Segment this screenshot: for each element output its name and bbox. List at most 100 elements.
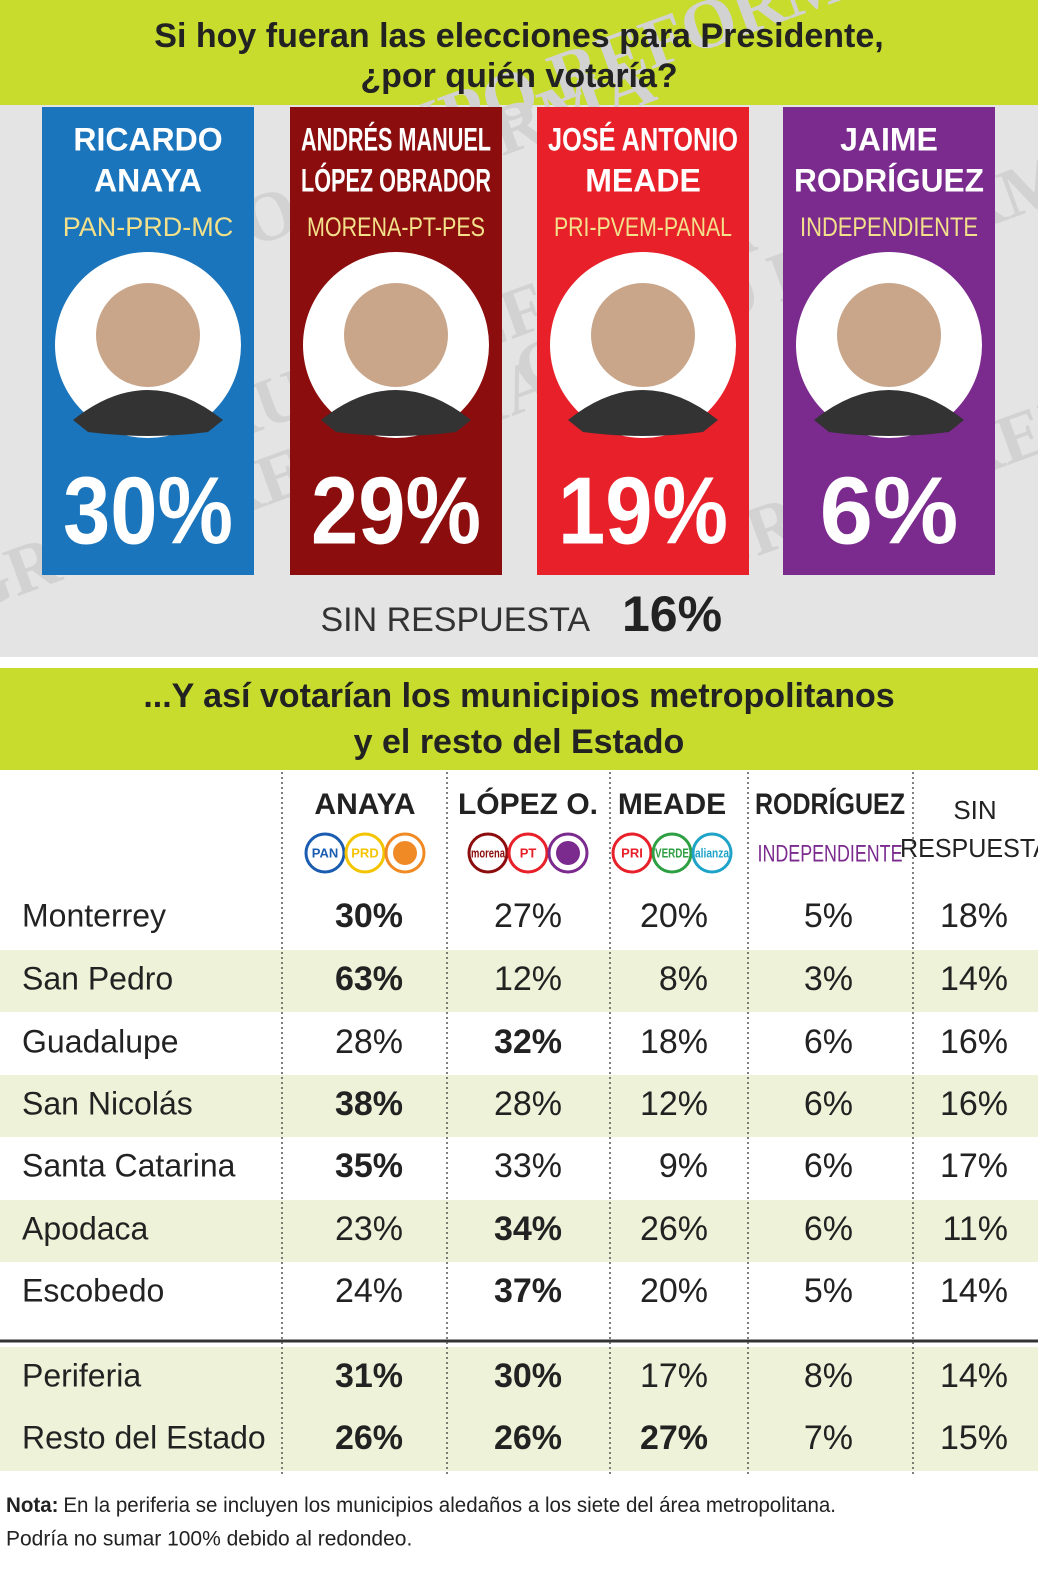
photo-shoulders	[814, 390, 964, 436]
column-subheader: INDEPENDIENTE	[758, 840, 903, 867]
cell-value: 37%	[494, 1272, 562, 1310]
cell-value: 24%	[335, 1272, 403, 1310]
candidate-percent: 30%	[63, 457, 233, 564]
header-band	[0, 0, 1038, 105]
cell-value: 35%	[335, 1147, 403, 1185]
party-logo-text: VERDE	[655, 845, 689, 860]
row-label: San Nicolás	[22, 1085, 193, 1121]
candidate-percent: 19%	[558, 457, 728, 564]
column-header: RESPUESTA	[900, 833, 1038, 863]
row-background	[0, 950, 1038, 1012]
cell-value: 7%	[804, 1419, 853, 1457]
party-logo	[304, 832, 346, 874]
cell-value: 20%	[640, 897, 708, 935]
cell-value: 26%	[335, 1419, 403, 1457]
row-background	[0, 1075, 1038, 1137]
candidate-percent: 6%	[820, 457, 959, 564]
cell-value: 20%	[640, 1272, 708, 1310]
cell-value: 28%	[335, 1023, 403, 1061]
candidate-party: PAN-PRD-MC	[63, 212, 234, 242]
no-answer-percent: 16%	[622, 586, 722, 642]
party-logo	[344, 832, 386, 874]
cell-value: 15%	[940, 1419, 1008, 1457]
candidate-percent: 29%	[311, 457, 481, 564]
cell-value: 6%	[804, 1147, 853, 1185]
candidate-name: JOSÉ ANTONIO	[548, 121, 738, 157]
cell-value: 14%	[940, 960, 1008, 998]
party-logo	[507, 832, 549, 874]
cell-value: 31%	[335, 1357, 403, 1395]
candidate-party: PRI-PVEM-PANAL	[554, 212, 732, 242]
row-label: Apodaca	[22, 1210, 149, 1246]
cell-value: 17%	[640, 1357, 708, 1395]
cell-value: 63%	[335, 960, 403, 998]
column-header: RODRÍGUEZ	[755, 787, 905, 821]
title: ¿por quién votaría?	[360, 57, 677, 95]
cell-value: 16%	[940, 1085, 1008, 1123]
party-logo-text: PAN	[312, 845, 338, 860]
candidate-name: ANDRÉS MANUEL	[301, 121, 491, 157]
candidate-name: LÓPEZ OBRADOR	[301, 162, 491, 198]
photo-shoulders	[73, 390, 223, 436]
cell-value: 6%	[804, 1023, 853, 1061]
party-logo-text: PRD	[351, 845, 378, 860]
footnote-text: En la periferia se incluyen los municipi…	[63, 1494, 836, 1517]
party-logo	[691, 832, 733, 874]
cell-value: 6%	[804, 1210, 853, 1248]
party-logo	[611, 832, 653, 874]
cell-value: 33%	[494, 1147, 562, 1185]
cell-value: 38%	[335, 1085, 403, 1123]
summary-row-background	[0, 1347, 1038, 1409]
title: Si hoy fueran las elecciones para Presid…	[154, 17, 883, 55]
cell-value: 30%	[335, 897, 403, 935]
row-label: Santa Catarina	[22, 1147, 236, 1183]
cell-value: 11%	[942, 1210, 1008, 1248]
row-label: Monterrey	[22, 897, 166, 933]
party-logo	[651, 832, 693, 874]
row-label: Resto del Estado	[22, 1419, 266, 1455]
cell-value: 12%	[640, 1085, 708, 1123]
row-label: San Pedro	[22, 960, 173, 996]
cell-value: 17%	[940, 1147, 1008, 1185]
party-logo-fill	[556, 841, 580, 865]
row-background	[0, 1200, 1038, 1262]
cell-value: 12%	[494, 960, 562, 998]
cell-value: 30%	[494, 1357, 562, 1395]
cell-value: 26%	[494, 1419, 562, 1457]
photo-head	[837, 283, 941, 387]
candidate-name: ANAYA	[94, 162, 202, 198]
photo-shoulders	[568, 390, 718, 436]
photo-head	[591, 283, 695, 387]
row-label: Escobedo	[22, 1272, 164, 1308]
candidate-party: MORENA-PT-PES	[307, 212, 485, 242]
cell-value: 14%	[940, 1272, 1008, 1310]
photo-head	[96, 283, 200, 387]
cell-value: 34%	[494, 1210, 562, 1248]
cell-value: 3%	[804, 960, 853, 998]
cell-value: 18%	[940, 897, 1008, 935]
column-header: LÓPEZ O.	[458, 787, 598, 821]
party-logo-fill	[393, 841, 417, 865]
candidate-name: RICARDO	[73, 121, 222, 157]
party-logo-text: PRI	[621, 845, 643, 860]
cell-value: 16%	[940, 1023, 1008, 1061]
cell-value: 14%	[940, 1357, 1008, 1395]
party-logo	[467, 832, 509, 874]
cell-value: 9%	[659, 1147, 708, 1185]
party-logo-text: PT	[520, 845, 537, 860]
cell-value: 5%	[804, 897, 853, 935]
table-title: ...Y así votarían los municipios metropo…	[143, 677, 894, 715]
footnote-text: Podría no sumar 100% debido al redondeo.	[6, 1528, 412, 1551]
cell-value: 28%	[494, 1085, 562, 1123]
cell-value: 32%	[494, 1023, 562, 1061]
cell-value: 5%	[804, 1272, 853, 1310]
table-title: y el resto del Estado	[354, 723, 685, 761]
candidate-name: JAIME	[840, 121, 938, 157]
footnote: Nota: En la periferia se incluyen los mun…	[6, 1494, 836, 1517]
cell-value: 8%	[804, 1357, 853, 1395]
photo-shoulders	[321, 390, 471, 436]
summary-row-background	[0, 1409, 1038, 1471]
column-header: MEADE	[618, 788, 726, 821]
